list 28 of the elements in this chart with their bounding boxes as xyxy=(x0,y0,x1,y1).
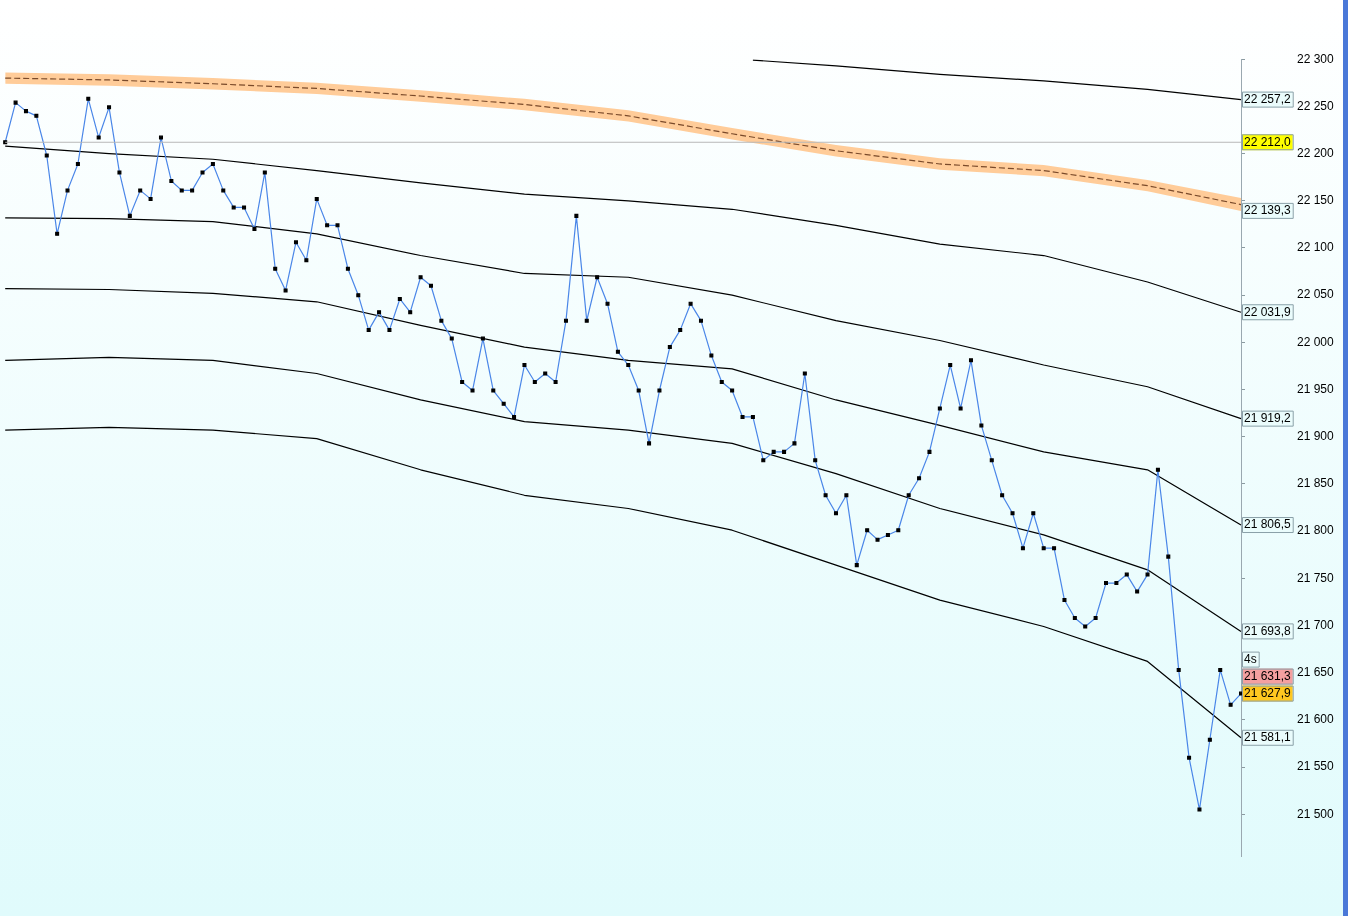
y-tick-label: 21 600 xyxy=(1297,712,1335,727)
y-tick-label: 22 250 xyxy=(1297,98,1335,113)
y-tick-label: 22 150 xyxy=(1297,193,1335,208)
y-tick-label: 21 800 xyxy=(1297,523,1335,538)
text: 22 139,3 xyxy=(1244,203,1292,218)
data-label: 21 693,8 xyxy=(1244,623,1292,638)
ref-line-label: 22 212,0 xyxy=(1244,134,1292,149)
data-label: 22 257,2 xyxy=(1244,91,1292,106)
y-tick-label: 21 500 xyxy=(1297,806,1335,821)
y-tick-label: 22 100 xyxy=(1297,240,1335,255)
y-tick-label: 21 850 xyxy=(1297,476,1335,491)
y-tick-label: 22 050 xyxy=(1297,287,1335,302)
y-tick-label: 21 900 xyxy=(1297,429,1335,444)
data-label: 21 806,5 xyxy=(1244,517,1292,532)
y-tick-label: 21 650 xyxy=(1297,665,1335,680)
y-tick-label: 21 550 xyxy=(1297,759,1335,774)
y-tick-label: 22 200 xyxy=(1297,145,1335,160)
y-tick-label: 21 700 xyxy=(1297,617,1335,632)
text: 21 631,3 xyxy=(1244,668,1292,683)
data-label: 22 031,9 xyxy=(1244,304,1292,319)
text: 4s xyxy=(1244,651,1257,666)
y-tick-label: 21 750 xyxy=(1297,570,1335,585)
data-label: 21 627,9 xyxy=(1244,685,1292,700)
y-tick-label: 21 950 xyxy=(1297,381,1335,396)
y-tick-label: 22 000 xyxy=(1297,334,1335,349)
data-label: 21 919,2 xyxy=(1244,410,1292,425)
y-tick-label: 22 300 xyxy=(1297,51,1335,66)
data-label: 21 581,1 xyxy=(1244,730,1292,745)
